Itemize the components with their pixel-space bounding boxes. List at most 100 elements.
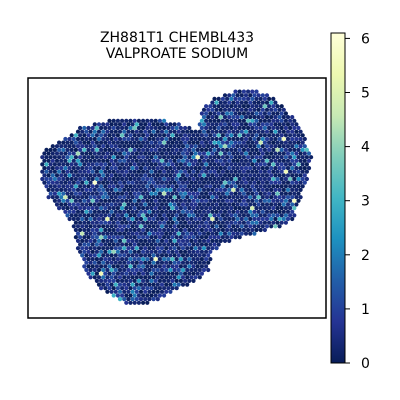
- spot-2402: [145, 286, 150, 291]
- spot-401: [180, 136, 186, 142]
- spot-864: [279, 162, 284, 167]
- spot-2320: [96, 275, 102, 280]
- spot-296: [214, 129, 219, 134]
- spot-379: [88, 136, 93, 142]
- spot-981: [233, 169, 238, 174]
- spot-1106: [225, 176, 230, 182]
- spot-2261: [88, 267, 93, 273]
- spot-930: [290, 166, 295, 171]
- spot-982: [237, 169, 242, 174]
- spot-2405: [157, 286, 162, 291]
- spot-102: [262, 111, 267, 116]
- spot-2076: [92, 246, 97, 251]
- spot-1448: [115, 198, 120, 203]
- spot-2020: [155, 238, 160, 243]
- spot-1271: [130, 187, 135, 192]
- spot-1225: [195, 184, 200, 189]
- spot-732: [267, 155, 272, 160]
- spot-2379: [138, 282, 144, 287]
- spot-736: [283, 155, 288, 160]
- spot-1736: [147, 216, 152, 222]
- spot-572: [132, 147, 137, 152]
- spot-770: [155, 158, 160, 163]
- spot-1125: [304, 176, 309, 182]
- spot-41: [248, 100, 253, 105]
- spot-703: [145, 155, 150, 160]
- spot-1820: [279, 220, 284, 225]
- spot-695: [111, 155, 116, 160]
- spot-2115: [115, 249, 120, 254]
- spot-1935: [147, 231, 152, 236]
- spot-2259: [204, 264, 209, 269]
- spot-1409: [201, 195, 207, 200]
- spot-1431: [294, 195, 299, 200]
- spot-1509: [126, 202, 131, 207]
- spot-1343: [178, 191, 183, 196]
- spot-1549: [294, 202, 299, 207]
- spot-2146: [113, 253, 118, 258]
- spot-213: [82, 125, 87, 131]
- spot-1006: [71, 173, 76, 178]
- spot-141: [153, 118, 158, 123]
- spot-1912: [241, 227, 246, 233]
- spot-166: [292, 118, 297, 123]
- spot-1847: [176, 224, 181, 229]
- spot-1657: [273, 209, 278, 214]
- spot-1550: [57, 206, 62, 211]
- spot-2141: [92, 253, 97, 258]
- spot-393: [147, 136, 152, 142]
- spot-2453: [141, 300, 146, 305]
- spot-2274: [143, 267, 148, 273]
- spot-2256: [191, 264, 196, 269]
- spot-896: [147, 166, 152, 171]
- spot-392: [143, 136, 148, 142]
- spot-238: [187, 125, 192, 131]
- spot-1273: [138, 187, 144, 192]
- spot-1096: [183, 176, 188, 182]
- spot-826: [120, 162, 125, 167]
- colorbar-tick-label-5: 5: [361, 86, 370, 102]
- spot-2273: [138, 267, 144, 273]
- spot-932: [298, 166, 303, 171]
- spot-1556: [82, 206, 87, 211]
- spot-681: [52, 155, 58, 160]
- spot-1978: [145, 235, 150, 240]
- spot-2430: [128, 293, 133, 298]
- spot-280: [147, 129, 152, 134]
- spot-1037: [201, 173, 207, 178]
- spot-1798: [187, 220, 192, 225]
- spot-614: [42, 151, 47, 156]
- spot-1466: [191, 198, 196, 203]
- colorbar-tick-label-0: 0: [361, 356, 370, 372]
- spot-420: [260, 136, 265, 142]
- spot-698: [124, 155, 129, 160]
- spot-810: [52, 162, 58, 167]
- spot-653: [206, 151, 211, 156]
- spot-794: [256, 158, 261, 163]
- spot-2424: [164, 289, 169, 294]
- spot-1434: [57, 198, 62, 203]
- spot-373: [63, 136, 68, 142]
- spot-1953: [222, 231, 228, 236]
- spot-2406: [162, 286, 167, 291]
- spot-1686: [166, 213, 171, 218]
- chart-title-line-1: ZH881T1 CHEMBL433: [99, 30, 255, 46]
- spot-428: [294, 136, 299, 142]
- spot-305: [252, 129, 257, 134]
- spot-2033: [210, 238, 215, 243]
- spot-1336: [149, 191, 154, 196]
- spot-657: [222, 151, 228, 156]
- spot-596: [233, 147, 238, 152]
- spot-308: [264, 129, 270, 134]
- spot-127: [281, 115, 286, 120]
- spot-2051: [132, 242, 137, 247]
- spot-1571: [145, 206, 150, 211]
- spot-1298: [243, 187, 249, 192]
- spot-1467: [195, 198, 200, 203]
- spot-1856: [214, 224, 219, 229]
- spot-1616: [101, 209, 106, 214]
- spot-95: [233, 111, 238, 116]
- spot-1215: [153, 184, 158, 189]
- spot-540: [260, 144, 265, 149]
